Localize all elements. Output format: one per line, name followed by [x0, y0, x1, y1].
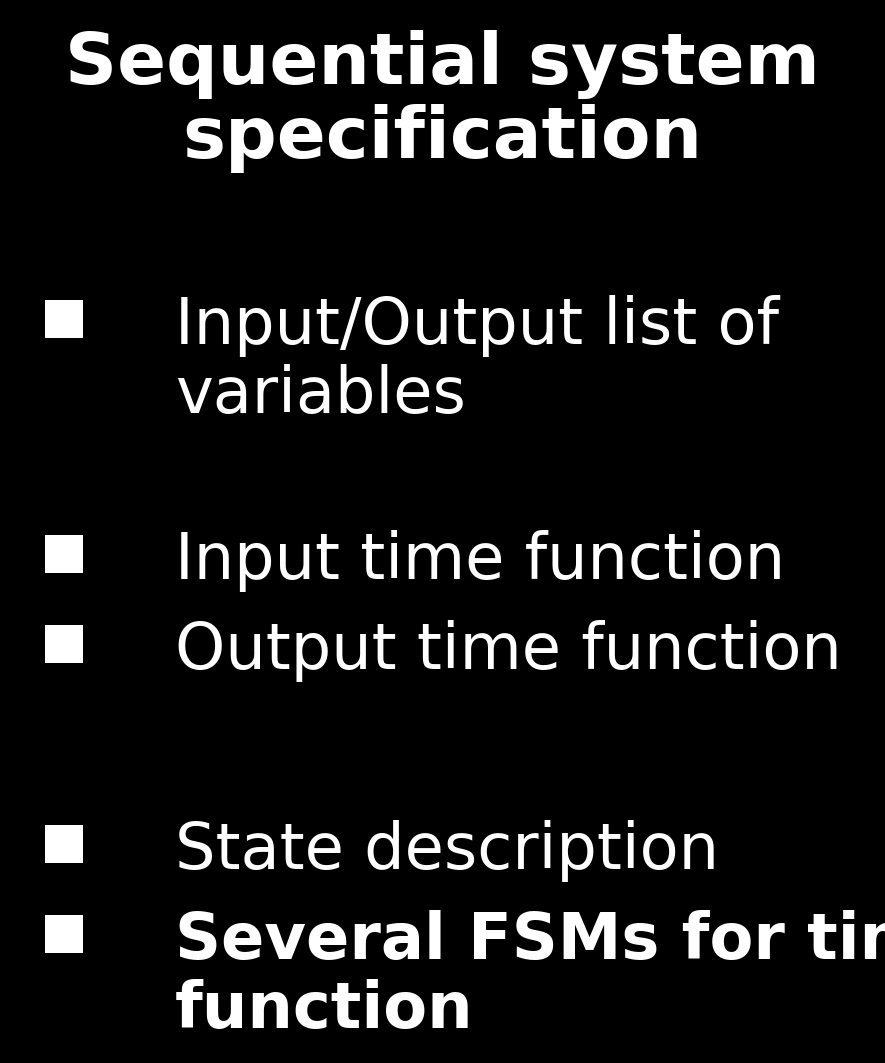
- Text: Several FSMs for time
function: Several FSMs for time function: [175, 910, 885, 1042]
- Text: Output time function: Output time function: [175, 620, 842, 682]
- Text: State description: State description: [175, 820, 719, 882]
- Text: Input time function: Input time function: [175, 530, 785, 592]
- Text: Sequential system
specification: Sequential system specification: [65, 30, 820, 173]
- Bar: [45, 825, 83, 863]
- Bar: [45, 915, 83, 954]
- Bar: [45, 300, 83, 338]
- Bar: [45, 625, 83, 663]
- Text: Input/Output list of
variables: Input/Output list of variables: [175, 296, 779, 426]
- Bar: [45, 535, 83, 573]
